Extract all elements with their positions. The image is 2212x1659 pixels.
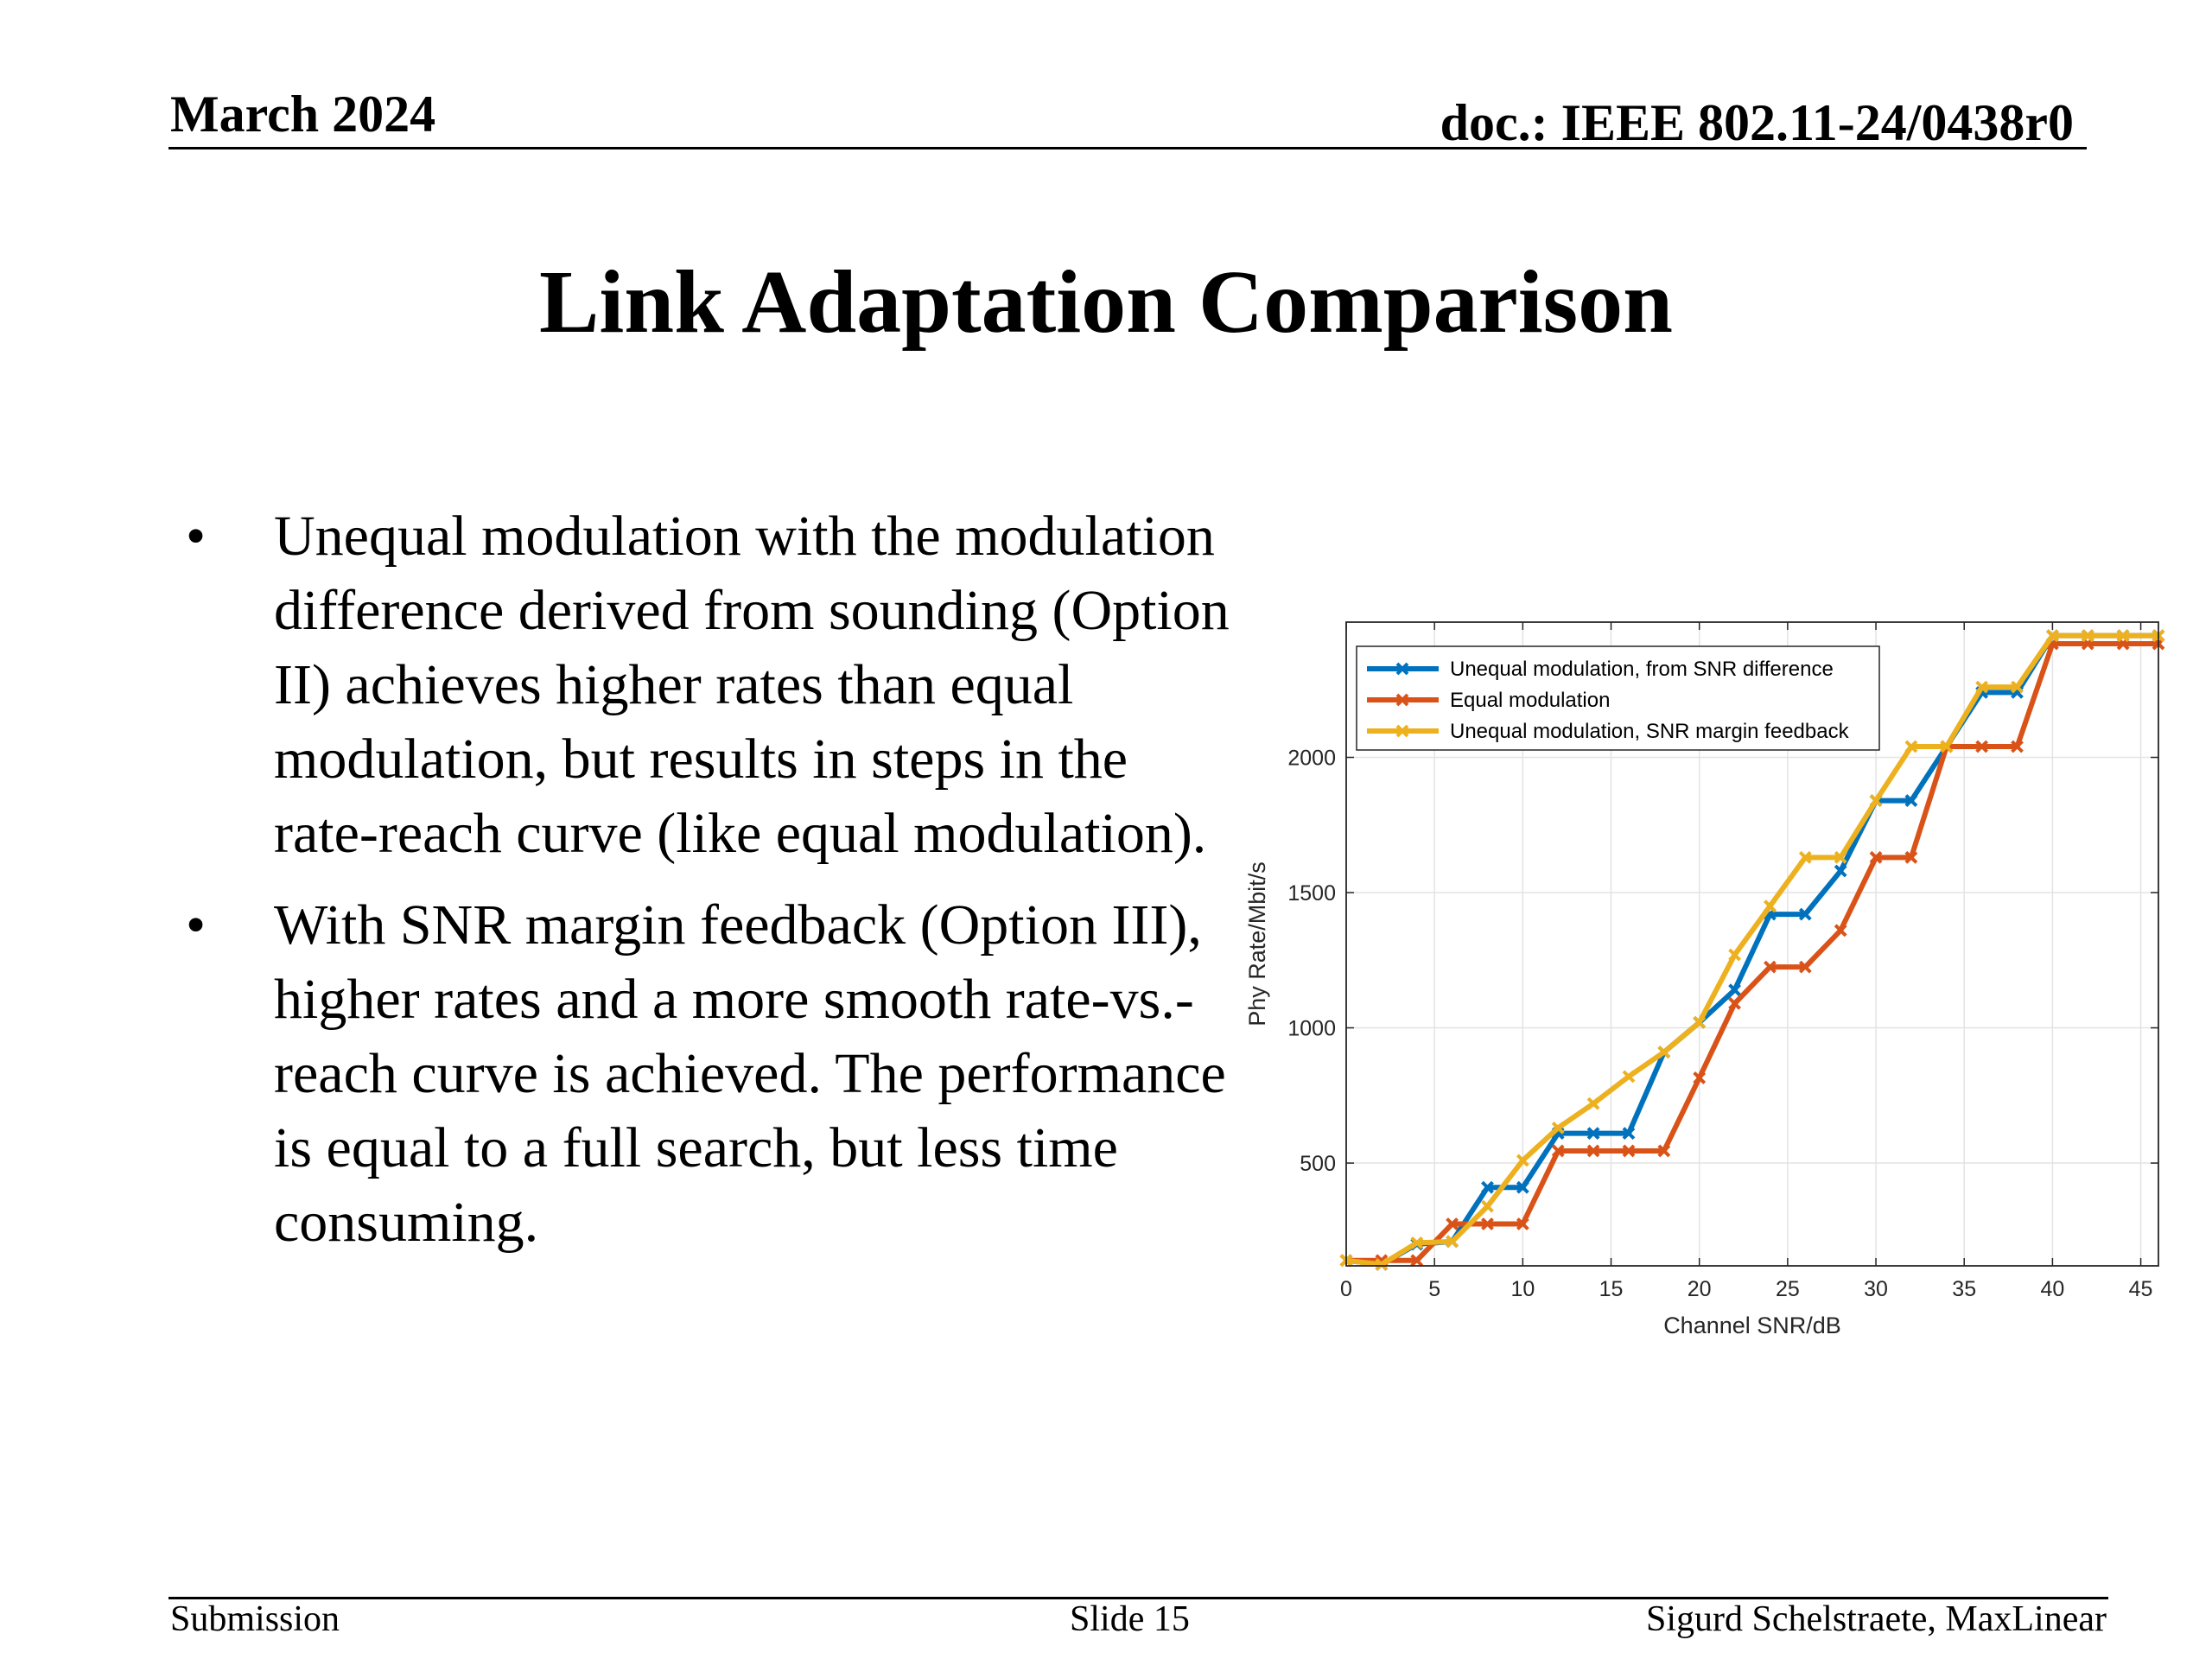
series-point bbox=[1622, 1127, 1636, 1141]
series-point bbox=[1693, 1015, 1707, 1029]
series-point bbox=[1904, 740, 1918, 753]
y-tick-label: 2000 bbox=[1287, 747, 1336, 771]
series-point bbox=[1869, 850, 1883, 864]
series-point bbox=[1622, 1144, 1636, 1158]
series-point bbox=[1657, 1046, 1671, 1059]
header-doc-id: doc.: IEEE 802.11-24/0438r0 bbox=[1440, 94, 2074, 151]
series-point bbox=[2011, 740, 2024, 753]
series-point bbox=[1586, 1127, 1600, 1141]
bullet-item: • Unequal modulation with the modulation… bbox=[186, 499, 1231, 871]
series-point bbox=[1728, 996, 1741, 1010]
series-point bbox=[1693, 1071, 1707, 1084]
x-tick-label: 20 bbox=[1688, 1277, 1712, 1301]
x-tick-label: 5 bbox=[1428, 1277, 1440, 1301]
series-point bbox=[1764, 899, 1777, 913]
series-point bbox=[1728, 948, 1741, 962]
plot-frame bbox=[1345, 621, 2159, 1267]
footer-slide-number: Slide 15 bbox=[1070, 1599, 1190, 1639]
legend-label: Unequal modulation, SNR margin feedback bbox=[1450, 720, 1850, 743]
series-point bbox=[1764, 960, 1777, 974]
series-point bbox=[1657, 1144, 1671, 1158]
series-point bbox=[1975, 740, 1989, 753]
series-point bbox=[2011, 680, 2024, 694]
bullet-text: With SNR margin feedback (Option III), h… bbox=[274, 893, 1226, 1254]
series-point bbox=[1622, 1070, 1636, 1084]
series-point bbox=[1516, 1217, 1529, 1230]
bullet-list: • Unequal modulation with the modulation… bbox=[186, 499, 1231, 1277]
legend-marker bbox=[1395, 724, 1409, 738]
series-point bbox=[1481, 1199, 1494, 1213]
bullet-marker: • bbox=[186, 505, 207, 568]
series-point bbox=[1551, 1121, 1565, 1135]
x-tick-label: 15 bbox=[1599, 1277, 1624, 1301]
series-point bbox=[1834, 850, 1847, 864]
x-tick-label: 0 bbox=[1340, 1277, 1352, 1301]
x-tick-label: 45 bbox=[2129, 1277, 2153, 1301]
bullet-item: • With SNR margin feedback (Option III),… bbox=[186, 888, 1231, 1260]
series-point bbox=[1728, 983, 1741, 997]
series-point bbox=[1446, 1217, 1459, 1230]
legend-label: Equal modulation bbox=[1450, 689, 1610, 712]
header-divider bbox=[168, 147, 2087, 149]
rate-vs-snr-chart: 0 5 10 15 20 25 30 35 40 45 500 1000 1500 2000 Unequal… bbox=[1244, 621, 2165, 1338]
series-point bbox=[1798, 907, 1812, 921]
series-point bbox=[1975, 680, 1989, 694]
legend-label: Unequal modulation, from SNR difference bbox=[1450, 658, 1834, 681]
series-point bbox=[1798, 850, 1812, 864]
y-axis-label: Phy Rate/Mbit/s bbox=[1244, 861, 1270, 1027]
legend-marker bbox=[1395, 693, 1409, 707]
series-point bbox=[1586, 1096, 1600, 1110]
series-point bbox=[1516, 1154, 1529, 1167]
header-date: March 2024 bbox=[170, 86, 436, 143]
series-line bbox=[1345, 632, 2158, 1268]
series-point bbox=[1551, 1144, 1565, 1158]
series-point bbox=[1834, 864, 1847, 878]
bullet-marker: • bbox=[186, 893, 207, 957]
series-point bbox=[1904, 794, 1918, 808]
x-tick-label: 25 bbox=[1776, 1277, 1800, 1301]
slide-title: Link Adaptation Comparison bbox=[539, 252, 1673, 352]
x-tick-label: 30 bbox=[1864, 1277, 1888, 1301]
x-axis-label: Channel SNR/dB bbox=[1663, 1313, 1841, 1338]
series-point bbox=[1834, 924, 1847, 938]
series-point bbox=[1940, 740, 1954, 753]
series-point bbox=[1798, 960, 1812, 974]
series-point bbox=[1481, 1217, 1494, 1230]
footer-divider bbox=[168, 1597, 2108, 1599]
series-point bbox=[1516, 1180, 1529, 1194]
series-point bbox=[2045, 629, 2059, 643]
legend-box bbox=[1356, 645, 1880, 751]
x-tick-label: 40 bbox=[2040, 1277, 2064, 1301]
y-tick-label: 1500 bbox=[1287, 881, 1336, 906]
y-tick-label: 500 bbox=[1300, 1152, 1336, 1176]
series-point bbox=[2116, 629, 2130, 643]
bullet-text: Unequal modulation with the modulation d… bbox=[274, 505, 1230, 865]
series-point bbox=[1904, 850, 1918, 864]
series-point bbox=[1869, 794, 1883, 808]
series-line bbox=[1346, 641, 2158, 1263]
series-point bbox=[1410, 1236, 1424, 1249]
series-point bbox=[1481, 1180, 1494, 1194]
series-point bbox=[1446, 1235, 1459, 1249]
footer-author: Sigurd Schelstraete, MaxLinear bbox=[1646, 1599, 2107, 1639]
x-tick-label: 10 bbox=[1510, 1277, 1535, 1301]
series-point bbox=[1586, 1144, 1600, 1158]
x-tick-label: 35 bbox=[1952, 1277, 1976, 1301]
series-point bbox=[2081, 629, 2094, 643]
series-point bbox=[1375, 1258, 1389, 1271]
y-tick-label: 1000 bbox=[1287, 1017, 1336, 1041]
legend-marker bbox=[1395, 662, 1409, 676]
series-point bbox=[1410, 1254, 1424, 1268]
footer-submission: Submission bbox=[170, 1599, 340, 1639]
